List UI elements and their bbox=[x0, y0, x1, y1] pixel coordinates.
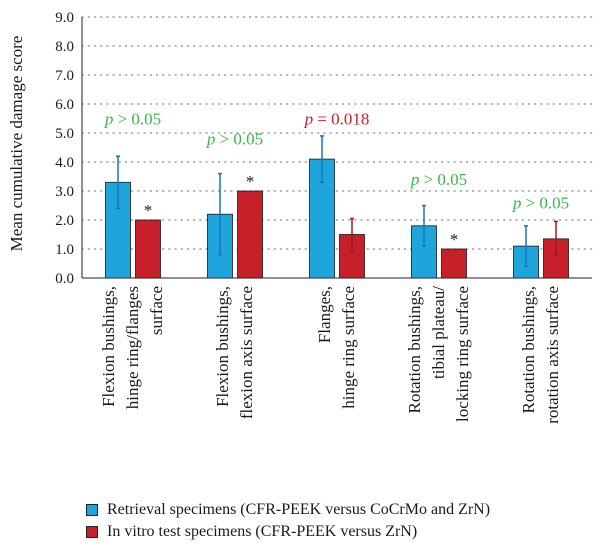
y-tick-label: 0.0 bbox=[55, 271, 74, 287]
legend-label-retrieval: Retrieval specimens (CFR-PEEK versus CoC… bbox=[107, 501, 491, 518]
x-category-label: Flexion bushings, bbox=[213, 286, 232, 407]
significance-asterisk: * bbox=[246, 172, 255, 191]
legend: Retrieval specimens (CFR-PEEK versus CoC… bbox=[86, 499, 490, 543]
x-category-label: Rotation bushings, bbox=[405, 286, 424, 414]
significance-asterisk: * bbox=[144, 201, 153, 220]
p-value-annotation: p > 0.05 bbox=[104, 109, 161, 128]
x-category-label: Rotation bushings, bbox=[519, 286, 538, 414]
y-tick-label: 2.0 bbox=[55, 213, 74, 229]
x-category-label: Flexion bushings, bbox=[99, 286, 118, 407]
y-tick-label: 4.0 bbox=[55, 155, 74, 171]
x-category-label: locking ring surface bbox=[453, 286, 472, 422]
x-category-label: hinge ring/flanges bbox=[123, 286, 142, 409]
p-value-annotation: p > 0.05 bbox=[512, 193, 569, 212]
y-tick-label: 3.0 bbox=[55, 184, 74, 200]
y-tick-label: 8.0 bbox=[55, 39, 74, 55]
p-value-annotation: p = 0.018 bbox=[304, 109, 370, 128]
bar-in-vitro bbox=[237, 190, 263, 279]
legend-label-in-vitro: In vitro test specimens (CFR-PEEK versus… bbox=[107, 523, 418, 540]
x-category-label: rotation axis surface bbox=[543, 286, 562, 424]
legend-swatch-in-vitro bbox=[86, 526, 98, 538]
x-category-label: tibial plateau/ bbox=[429, 286, 448, 379]
y-axis-label: Mean cumulative damage score bbox=[7, 36, 26, 252]
legend-item-retrieval: Retrieval specimens (CFR-PEEK versus CoC… bbox=[86, 499, 490, 521]
legend-item-in-vitro: In vitro test specimens (CFR-PEEK versus… bbox=[86, 521, 490, 543]
legend-swatch-retrieval bbox=[86, 504, 98, 516]
x-category-label: flexion axis surface bbox=[237, 286, 256, 419]
y-tick-label: 9.0 bbox=[55, 10, 74, 26]
bar-in-vitro bbox=[543, 238, 569, 279]
y-tick-label: 1.0 bbox=[55, 242, 74, 258]
x-category-label: Flanges, bbox=[315, 286, 334, 343]
y-tick-label: 5.0 bbox=[55, 126, 74, 142]
y-tick-label: 7.0 bbox=[55, 68, 74, 84]
bar-in-vitro bbox=[135, 219, 161, 279]
bar-in-vitro bbox=[441, 248, 467, 279]
p-value-annotation: p > 0.05 bbox=[206, 130, 263, 149]
significance-asterisk: * bbox=[450, 230, 459, 249]
x-category-label: hinge ring surface bbox=[339, 286, 358, 409]
p-value-annotation: p > 0.05 bbox=[410, 170, 467, 189]
x-category-label: surface bbox=[147, 286, 166, 335]
y-tick-label: 6.0 bbox=[55, 97, 74, 113]
